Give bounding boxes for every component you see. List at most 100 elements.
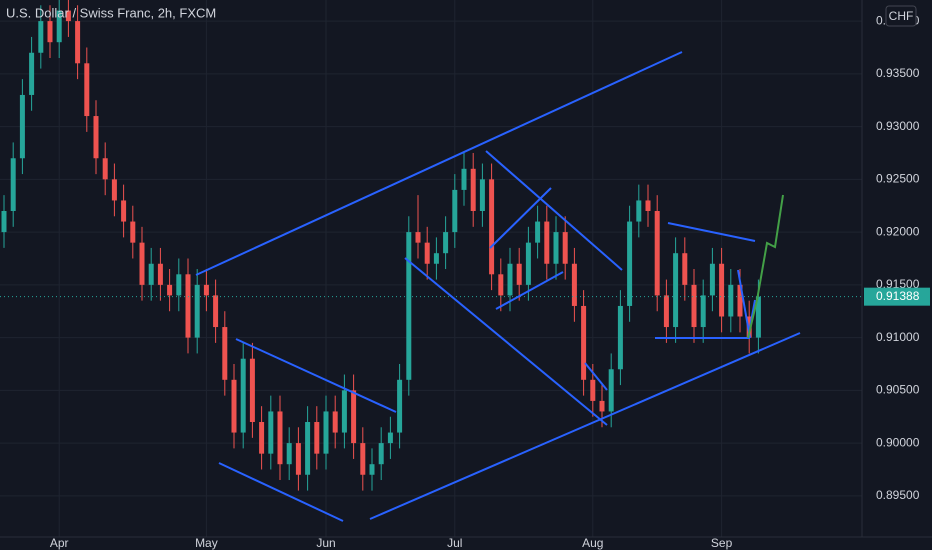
candle-body	[433, 253, 439, 264]
chart-title: U.S. Dollar / Swiss Franc, 2h, FXCM	[6, 5, 216, 20]
candle-body	[581, 305, 587, 380]
candle-body	[213, 295, 219, 328]
candle-body	[102, 158, 108, 180]
candle-body	[397, 379, 403, 433]
candle-body	[719, 263, 725, 317]
candle-body	[755, 296, 761, 338]
candle-body	[682, 253, 688, 285]
candle-body	[424, 242, 430, 264]
candle-body	[47, 21, 53, 43]
candle-body	[535, 221, 541, 243]
candles	[0, 0, 862, 491]
candle-body	[305, 422, 311, 475]
candle-body	[323, 411, 329, 454]
candle-body	[544, 221, 550, 264]
candle-body	[249, 358, 255, 423]
candle-body	[627, 221, 633, 306]
candle-body	[93, 116, 99, 159]
y-tick-label: 0.91500	[876, 277, 920, 291]
candle-body	[525, 242, 531, 285]
y-tick-label: 0.90000	[876, 435, 920, 449]
last-price-box	[864, 287, 930, 306]
trend-line	[489, 187, 552, 249]
x-tick-label: Jul	[447, 536, 462, 550]
candle-body	[56, 10, 62, 43]
candle-body	[167, 284, 173, 296]
x-tick-label: Apr	[50, 536, 69, 550]
y-tick-label: 0.92000	[876, 224, 920, 238]
candle-body	[663, 295, 669, 328]
candle-body	[443, 232, 449, 254]
candle-body	[636, 200, 642, 222]
trend-line	[404, 257, 608, 426]
drawings	[195, 51, 801, 522]
candle-body	[111, 179, 117, 201]
candle-body	[259, 422, 265, 454]
candle-body	[240, 358, 246, 433]
candle-body	[700, 295, 706, 328]
candle-body	[139, 242, 145, 285]
candle-body	[360, 443, 366, 475]
candle-body	[599, 400, 605, 412]
candle-body	[121, 200, 127, 222]
trend-line	[369, 332, 801, 520]
forecast-path	[747, 194, 784, 339]
candle-body	[461, 168, 467, 190]
candle-body	[341, 390, 347, 433]
candle-body	[65, 10, 71, 22]
candle-body	[75, 21, 81, 64]
candle-body	[19, 94, 25, 159]
candle-body	[157, 263, 163, 285]
x-tick-label: Jun	[316, 536, 335, 550]
candle-body	[387, 432, 393, 444]
y-tick-label: 0.93000	[876, 119, 920, 133]
trend-line	[235, 338, 397, 413]
candle-body	[203, 284, 209, 296]
candle-body	[470, 168, 476, 212]
candle-body	[498, 274, 504, 296]
candle-body	[728, 284, 734, 317]
candle-body	[222, 327, 228, 380]
candle-body	[645, 200, 651, 212]
x-tick-label: Sep	[711, 536, 733, 550]
y-tick-label: 0.90500	[876, 383, 920, 397]
candle-body	[590, 379, 596, 401]
candle-body	[516, 263, 522, 285]
candle-body	[479, 179, 485, 212]
candle-body	[673, 253, 679, 328]
candle-body	[452, 189, 458, 233]
trend-line	[195, 51, 683, 276]
candle-body	[571, 263, 577, 306]
candle-body	[268, 411, 274, 454]
candle-body	[29, 52, 35, 95]
candle-body	[378, 443, 384, 465]
candle-body	[507, 263, 513, 296]
candle-body	[38, 21, 44, 53]
currency-box[interactable]	[885, 5, 917, 27]
candle-body	[489, 179, 495, 275]
candle-body	[286, 443, 292, 465]
trend-line	[218, 462, 344, 522]
candle-body	[231, 379, 237, 433]
candle-body	[84, 63, 90, 117]
grid	[0, 0, 862, 537]
trend-line	[737, 269, 751, 339]
candle-body	[415, 232, 421, 243]
trend-line	[667, 222, 756, 242]
trend-line	[485, 150, 623, 271]
candle-body	[654, 211, 660, 296]
x-tick-label: Aug	[582, 536, 603, 550]
candle-body	[737, 284, 743, 317]
price-axis	[862, 0, 932, 550]
candle-body	[1, 211, 7, 233]
last-price-label: 0.91388	[876, 289, 920, 303]
candle-body	[10, 158, 16, 212]
candle-body	[194, 284, 200, 338]
currency-label[interactable]: CHF	[889, 9, 914, 23]
candle-body	[314, 422, 320, 454]
candle-body	[553, 232, 559, 264]
candle-body	[176, 274, 182, 296]
candle-body	[295, 443, 301, 475]
